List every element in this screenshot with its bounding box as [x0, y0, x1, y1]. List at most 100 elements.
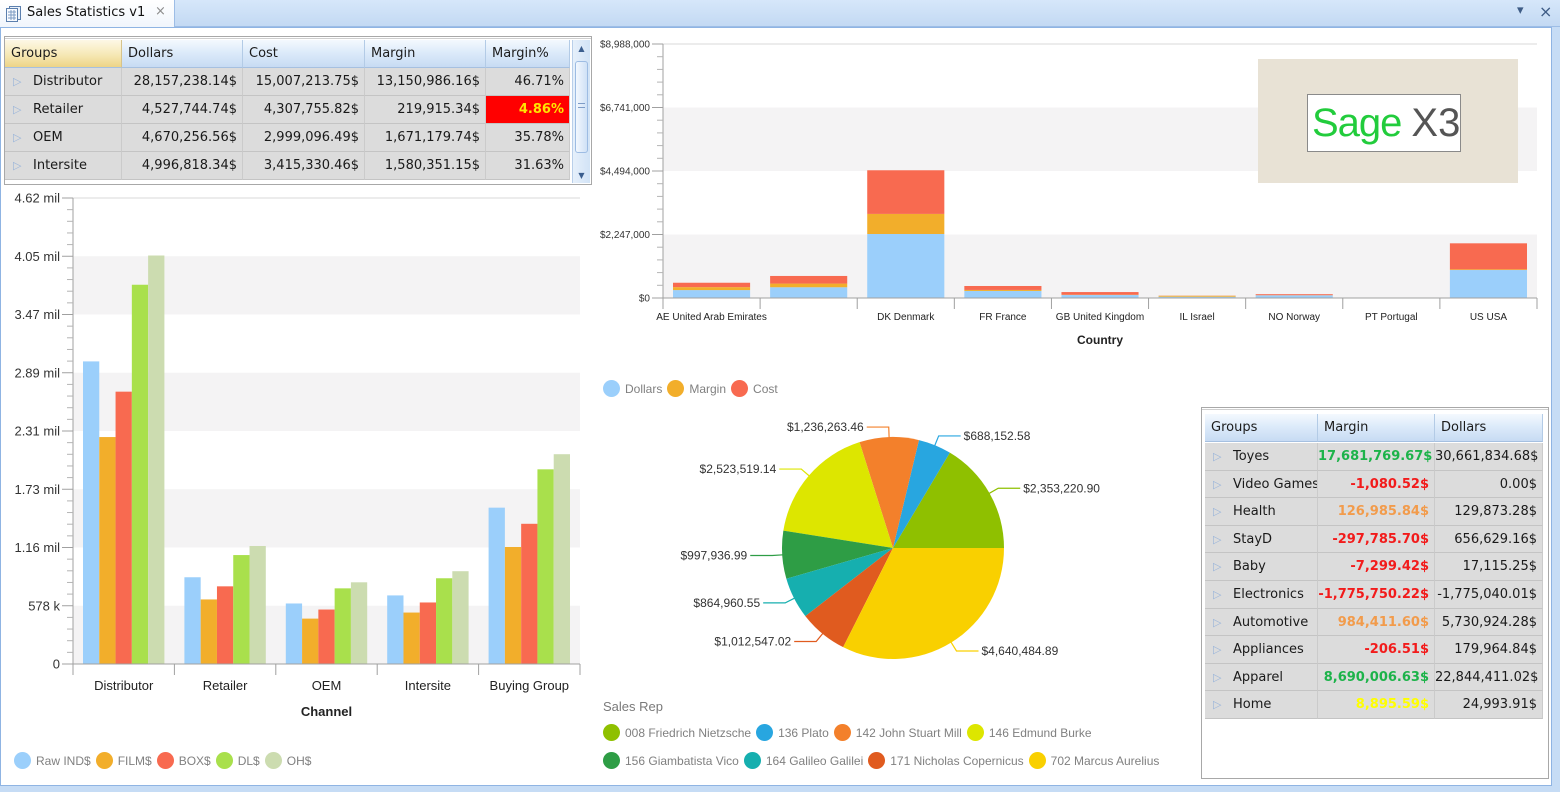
country-stacked-bar-chart: $0 $2,247,000 $4,494,000 $6,741,000 $8,988,0…	[600, 40, 1538, 347]
legend-item[interactable]: DL$	[215, 752, 260, 769]
expand-row-icon[interactable]: ▷	[1213, 450, 1222, 463]
x-tick-label: Distributor	[94, 678, 154, 693]
expand-row-icon[interactable]: ▷	[1213, 477, 1222, 491]
y-tick-label: 0	[53, 657, 60, 672]
group-name: Video Games	[1233, 476, 1318, 492]
stacked-bar-segment	[1449, 269, 1527, 271]
bar	[521, 523, 538, 664]
grid-row[interactable]: ▷ Toyes 17,681,769.67$ 30,661,834.68$	[1205, 443, 1543, 471]
legend-item[interactable]: Margin	[667, 380, 726, 397]
grid-row[interactable]: ▷ OEM 4,670,256.56$ 2,999,096.49$ 1,671,1…	[5, 124, 570, 152]
tab-sales-statistics[interactable]: Sales Statistics v1 ×	[0, 0, 175, 28]
legend-swatch	[833, 724, 851, 741]
grid-row[interactable]: ▷ Electronics -1,775,750.22$ -1,775,040.0…	[1205, 581, 1543, 609]
grid-row[interactable]: ▷ Intersite 4,996,818.34$ 3,415,330.46$ 1…	[5, 152, 570, 180]
y-tick-label: 4.62 mil	[14, 191, 60, 206]
legend-item[interactable]: 136 Plato	[756, 724, 829, 741]
pie-data-label: $1,012,547.02	[714, 634, 791, 648]
expand-row-icon[interactable]: ▷	[1213, 532, 1222, 546]
legend-item[interactable]: 164 Galileo Galilei	[743, 752, 863, 769]
bar	[302, 618, 319, 664]
legend-item[interactable]: 142 John Stuart Mill	[833, 724, 962, 741]
margin-cell: -206.51$	[1318, 636, 1435, 664]
legend-label: FILM$	[117, 753, 152, 768]
grid-row[interactable]: ▷ Baby -7,299.42$ 17,115.25$	[1205, 553, 1543, 581]
legend-swatch	[868, 752, 886, 769]
column-header-margin[interactable]: Margin	[1318, 414, 1435, 442]
legend-label: Cost	[753, 381, 778, 396]
bar	[318, 609, 335, 664]
y-tick-label: $4,494,000	[600, 167, 650, 178]
margin-cell: 126,985.84$	[1318, 498, 1435, 526]
expand-row-icon[interactable]: ▷	[1213, 505, 1222, 519]
expand-row-icon[interactable]: ▷	[13, 159, 22, 172]
window-close-icon[interactable]: ×	[1539, 2, 1553, 21]
legend-item[interactable]: Cost	[731, 380, 778, 397]
column-header-cost[interactable]: Cost	[243, 40, 365, 68]
column-header-groups[interactable]: Groups	[1205, 414, 1318, 442]
group-name: Home	[1233, 697, 1272, 713]
legend-swatch	[14, 752, 31, 769]
grid-header-row: Groups Margin Dollars	[1205, 414, 1543, 443]
scroll-up-icon[interactable]: ▲	[578, 44, 585, 53]
grid-row[interactable]: ▷ Automotive 984,411.60$ 5,730,924.28$	[1205, 608, 1543, 637]
margin-pct-cell: 35.78%	[486, 124, 570, 152]
legend-label: Dollars	[625, 381, 663, 396]
expand-row-icon[interactable]: ▷	[1213, 615, 1222, 629]
column-header-groups[interactable]: Groups	[5, 40, 122, 68]
legend-item[interactable]: 171 Nicholas Copernicus	[868, 752, 1024, 769]
expand-row-icon[interactable]: ▷	[13, 75, 22, 88]
grid-row[interactable]: ▷ Appliances -206.51$ 179,964.84$	[1205, 636, 1543, 664]
stacked-bar-segment	[867, 233, 945, 298]
bar	[419, 602, 437, 664]
pie-legend-title: Sales Rep	[603, 699, 663, 714]
window-menu-dropdown-icon[interactable]: ▾	[1517, 3, 1524, 18]
expand-row-icon[interactable]: ▷	[1213, 560, 1222, 574]
group-name: Retailer	[33, 102, 84, 117]
expand-row-icon[interactable]: ▷	[13, 131, 22, 144]
column-header-dollars[interactable]: Dollars	[1435, 414, 1543, 442]
scroll-down-icon[interactable]: ▼	[578, 171, 585, 180]
x-tick-label: Retailer	[203, 678, 248, 693]
group-name: Toyes	[1233, 449, 1270, 464]
legend-swatch	[264, 752, 282, 769]
group-cell: ▷ Intersite	[5, 152, 122, 180]
tab-close-icon[interactable]: ×	[155, 4, 166, 19]
grid-row[interactable]: ▷ Video Games -1,080.52$ 0.00$	[1205, 470, 1543, 499]
grid-row[interactable]: ▷ Retailer 4,527,744.74$ 4,307,755.82$ 21…	[5, 96, 570, 124]
grid-row[interactable]: ▷ Apparel 8,690,006.63$ 22,844,411.02$	[1205, 663, 1543, 692]
legend-item[interactable]: 008 Friedrich Nietzsche	[603, 724, 751, 741]
legend-item[interactable]: OH$	[264, 752, 311, 769]
vertical-scrollbar[interactable]: ▲ ▼	[572, 40, 590, 183]
column-header-margin-pct[interactable]: Margin%	[486, 40, 570, 68]
grid-row[interactable]: ▷ Distributor 28,157,238.14$ 15,007,213.7…	[5, 68, 570, 96]
legend-item[interactable]: Dollars	[603, 380, 662, 397]
cost-cell: 2,999,096.49$	[243, 124, 365, 152]
expand-row-icon[interactable]: ▷	[1213, 643, 1222, 657]
dollars-cell: 22,844,411.02$	[1435, 663, 1543, 692]
y-tick-label: $8,988,000	[600, 40, 650, 51]
legend-item[interactable]: BOX$	[156, 752, 211, 769]
group-name: Health	[1233, 504, 1276, 520]
grid-row[interactable]: ▷ StayD -297,785.70$ 656,629.16$	[1205, 525, 1543, 554]
pie-slice	[782, 530, 893, 579]
bar	[99, 437, 116, 664]
legend-item[interactable]: Raw IND$	[14, 752, 91, 769]
legend-item[interactable]: FILM$	[95, 752, 152, 769]
expand-row-icon[interactable]: ▷	[1213, 670, 1222, 684]
bar	[184, 577, 201, 664]
scrollbar-thumb[interactable]	[575, 61, 588, 153]
expand-row-icon[interactable]: ▷	[1213, 698, 1222, 712]
legend-item[interactable]: 156 Giambatista Vico	[603, 752, 739, 769]
pie-leader-line	[779, 468, 811, 477]
column-header-dollars[interactable]: Dollars	[122, 40, 243, 68]
expand-row-icon[interactable]: ▷	[1213, 588, 1222, 601]
grid-row[interactable]: ▷ Home 8,895.59$ 24,993.91$	[1205, 691, 1543, 719]
legend-item[interactable]: 702 Marcus Aurelius	[1028, 752, 1159, 769]
grid-row[interactable]: ▷ Health 126,985.84$ 129,873.28$	[1205, 498, 1543, 526]
expand-row-icon[interactable]: ▷	[13, 103, 22, 116]
pie-leader-line	[988, 487, 1021, 495]
margin-pct-cell: 46.71%	[486, 68, 570, 96]
legend-item[interactable]: 146 Edmund Burke	[966, 724, 1092, 741]
column-header-margin[interactable]: Margin	[365, 40, 486, 68]
